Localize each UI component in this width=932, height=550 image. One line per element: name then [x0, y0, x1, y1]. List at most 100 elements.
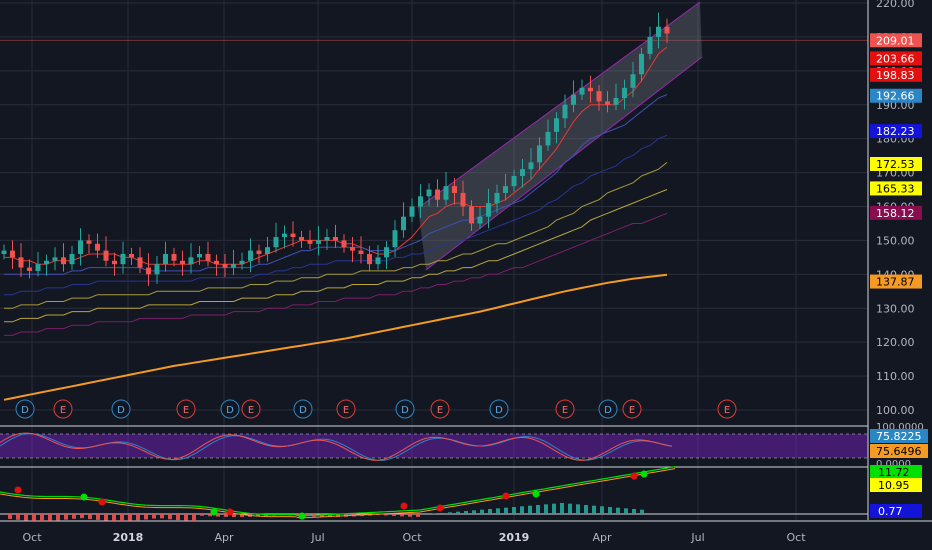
candle-body [273, 237, 279, 248]
macd-histogram-bar [504, 507, 508, 514]
dividend-marker[interactable]: D [111, 399, 131, 419]
earnings-marker[interactable]: E [555, 399, 575, 419]
macd-histogram-bar [416, 514, 420, 517]
price-label-text: 158.12 [876, 207, 915, 220]
price-tick-label: 120.00 [876, 336, 915, 349]
macd-histogram-bar [520, 506, 524, 514]
dividend-marker-letter: D [117, 405, 125, 416]
dividend-marker-letter: D [21, 405, 29, 416]
earnings-marker[interactable]: E [241, 399, 261, 419]
macd-histogram-bar [552, 503, 556, 514]
macd-histogram-bar [224, 514, 228, 517]
macd-histogram-bar [544, 504, 548, 514]
macd-histogram-bar [144, 514, 148, 520]
candle-body [316, 240, 321, 244]
price-label-text: 209.01 [876, 34, 915, 47]
earnings-marker[interactable]: E [622, 399, 642, 419]
macd-cross-dot [630, 472, 638, 480]
macd-value-bg [870, 504, 922, 518]
price-label: 209.01 [870, 33, 922, 48]
dividend-marker[interactable]: D [220, 399, 240, 419]
macd-histogram-bar [128, 514, 132, 521]
candle-body [205, 253, 211, 261]
dividend-marker[interactable]: D [489, 399, 509, 419]
earnings-marker-letter: E [724, 405, 730, 416]
candle-body [129, 253, 134, 258]
candle-body [401, 216, 406, 231]
macd-histogram-bar [64, 514, 68, 520]
macd-cross-dot [640, 470, 648, 478]
macd-cross-dot [14, 486, 22, 494]
time-tick-label: 2018 [113, 531, 144, 544]
macd-histogram-bar [16, 514, 20, 520]
macd-histogram-bar [176, 514, 180, 521]
macd-histogram-bar [8, 514, 12, 519]
earnings-marker-circle [176, 399, 196, 419]
dividend-marker[interactable]: D [598, 399, 618, 419]
macd-signal-line [0, 468, 676, 519]
candle-body [239, 260, 245, 265]
dividend-marker[interactable]: D [293, 399, 313, 419]
candle-body [477, 216, 483, 224]
moving-average-line [4, 162, 668, 309]
candle-body [256, 250, 262, 254]
macd-histogram-bar [160, 514, 164, 519]
macd-histogram-bar [40, 514, 44, 521]
stochastic-tick-label: 100.0000 [876, 422, 924, 433]
candle-body [384, 247, 389, 258]
candle-body [545, 131, 551, 146]
candle-body [27, 267, 32, 271]
price-label-bg [870, 205, 922, 220]
time-tick-label: Oct [22, 531, 42, 544]
earnings-marker[interactable]: E [176, 399, 196, 419]
macd-value-bg [870, 465, 922, 479]
earnings-marker[interactable]: E [717, 399, 737, 419]
candle-body [350, 247, 355, 251]
macd-value-text: 10.95 [878, 479, 910, 492]
dividend-marker[interactable]: D [15, 399, 35, 419]
candle-body [171, 253, 177, 261]
candle-body [588, 87, 593, 92]
time-tick-label: Jul [690, 531, 704, 544]
earnings-marker[interactable]: E [430, 399, 450, 419]
macd-histogram-bar [96, 514, 100, 520]
price-tick-label: 130.00 [876, 302, 915, 315]
macd-histogram-bar [152, 514, 156, 519]
price-label: 158.12 [870, 205, 922, 220]
dividend-marker-letter: D [299, 405, 307, 416]
macd-histogram-bar [592, 505, 596, 514]
macd-line [0, 466, 676, 517]
macd-histogram-bar [184, 514, 188, 521]
earnings-marker[interactable]: E [53, 399, 73, 419]
stochastic-tick-label: 0.0000 [876, 459, 911, 470]
candle-body [571, 94, 576, 105]
candle-body [664, 26, 670, 34]
earnings-marker-circle [241, 399, 261, 419]
dividend-marker-circle [111, 399, 131, 419]
macd-histogram-bar [24, 514, 28, 521]
stochastic-value-text: 75.8225 [876, 430, 922, 443]
candle-body [639, 53, 644, 75]
macd-histogram-bar [472, 510, 476, 514]
macd-histogram-bar [408, 514, 412, 517]
dividend-marker[interactable]: D [395, 399, 415, 419]
macd-histogram-bar [88, 514, 92, 520]
candle-body [44, 260, 49, 265]
earnings-marker-circle [430, 399, 450, 419]
stochastic-band [0, 434, 868, 458]
macd-histogram-bar [240, 514, 244, 517]
time-tick-label: Apr [592, 531, 612, 544]
price-label-text: 198.83 [876, 69, 915, 82]
time-axis[interactable]: Oct 2018 Apr Jul Oct 2019 Apr Jul Oct [0, 522, 932, 550]
earnings-marker[interactable]: E [336, 399, 356, 419]
macd-histogram-bar [480, 509, 484, 514]
macd-value-text: 0.77 [878, 505, 903, 518]
candle-body [341, 240, 347, 248]
macd-histogram-bar [440, 513, 444, 514]
price-axis[interactable]: 220.00210.00200.00190.00180.00170.00160.… [867, 0, 932, 520]
macd-histogram-bar [568, 503, 572, 514]
candle-body [290, 233, 296, 238]
candle-body [469, 206, 474, 224]
macd-histogram-bar [560, 503, 564, 514]
